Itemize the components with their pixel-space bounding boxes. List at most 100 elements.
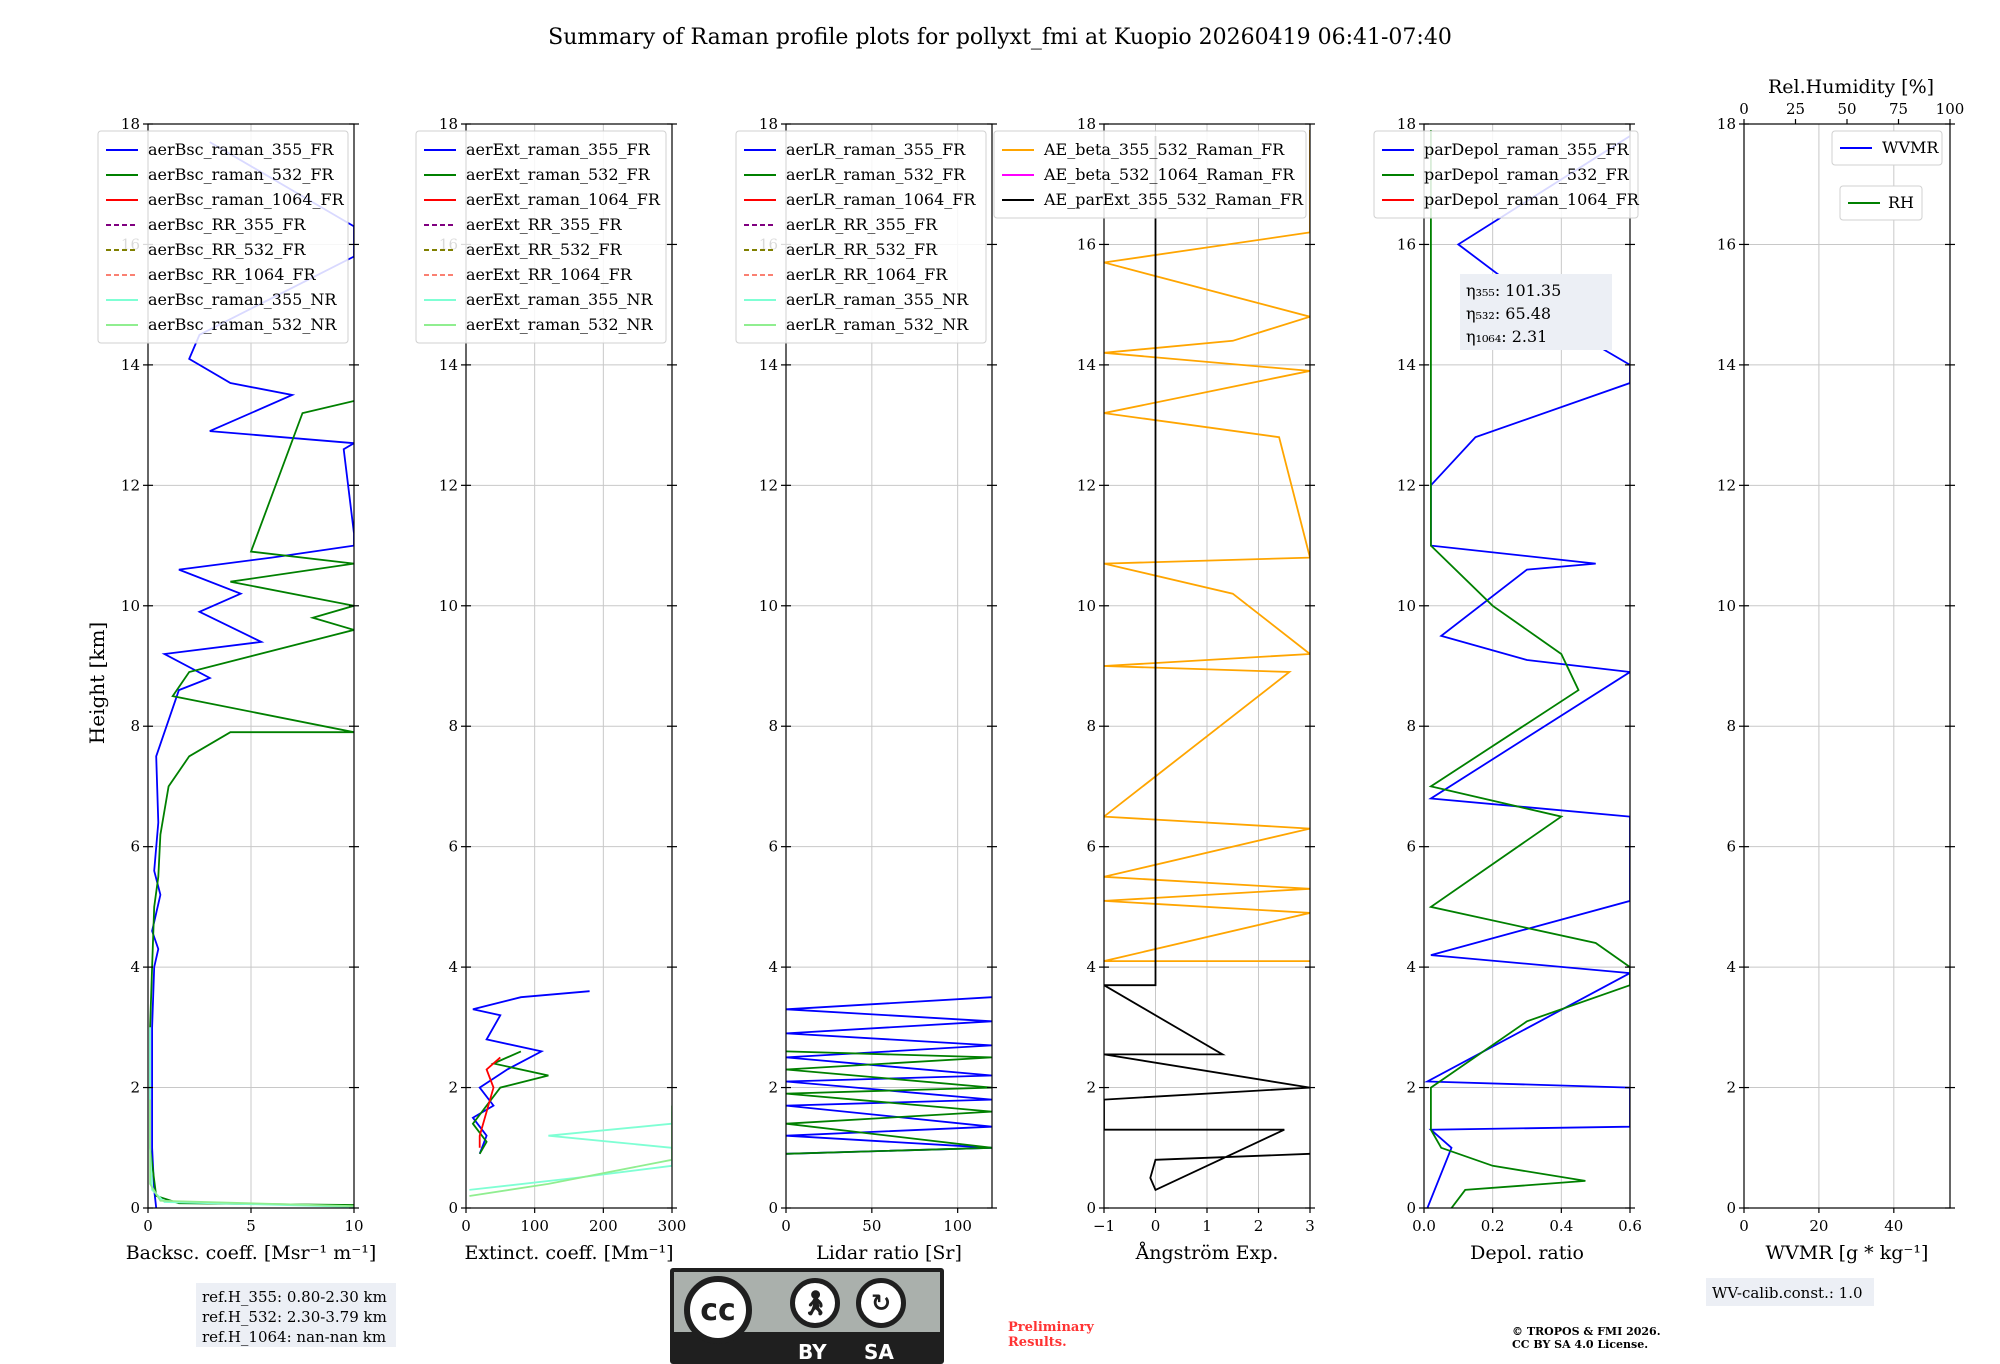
legend-label: aerExt_RR_1064_FR — [466, 265, 633, 284]
y-tick-label: 0 — [130, 1199, 140, 1217]
y-tick-label: 8 — [1726, 717, 1736, 735]
legend-label: aerExt_RR_355_FR — [466, 215, 623, 234]
plot-frame — [1743, 123, 1951, 1209]
series-aerBsc_raman_355_NR — [149, 1027, 354, 1208]
top-axis-label: Rel.Humidity [%] — [1768, 76, 1934, 98]
series-aerBsc_raman_532_NR — [149, 1099, 354, 1208]
legend-label: aerBsc_RR_1064_FR — [148, 265, 317, 284]
legend-label: aerExt_RR_532_FR — [466, 240, 623, 259]
legend-label: RH — [1888, 193, 1914, 212]
y-tick-label: 0 — [448, 1199, 458, 1217]
plot-frame — [1423, 123, 1631, 1209]
x-tick-label: −1 — [1093, 1217, 1115, 1235]
series-group — [786, 996, 992, 1155]
annotation-line: η₁₀₆₄: 2.31 — [1466, 327, 1547, 346]
y-tick-label: 16 — [1397, 235, 1416, 253]
ref-height-355: ref.H_355: 0.80-2.30 km — [202, 1288, 387, 1306]
y-tick-label: 6 — [768, 838, 778, 856]
series-group — [1104, 130, 1310, 1192]
x-tick-label: 0.6 — [1618, 1217, 1642, 1235]
y-tick-label: 6 — [448, 838, 458, 856]
series-aerExt_raman_532_NR — [469, 1105, 672, 1197]
y-tick-label: 12 — [1717, 476, 1736, 494]
x-tick-label: 300 — [658, 1217, 687, 1235]
y-tick-label: 14 — [1077, 356, 1096, 374]
legend-label: aerLR_raman_355_FR — [786, 140, 966, 159]
attribution-person-icon: 🚶︎ — [790, 1278, 840, 1328]
y-tick-label: 18 — [1397, 115, 1416, 133]
x-axis-label: Ångström Exp. — [1135, 1242, 1279, 1264]
y-tick-label: 10 — [121, 597, 140, 615]
series-group — [1424, 130, 1630, 1208]
x-axis-label: WVMR [g * kg⁻¹] — [1766, 1242, 1929, 1264]
y-tick-label: 2 — [448, 1079, 458, 1097]
series-group — [469, 990, 672, 1197]
legend-label: aerExt_raman_532_NR — [466, 315, 654, 334]
y-tick-label: 14 — [121, 356, 140, 374]
y-tick-label: 18 — [1077, 115, 1096, 133]
legend-label: aerExt_raman_355_NR — [466, 290, 654, 309]
y-tick-label: 8 — [1086, 717, 1096, 735]
y-tick-label: 6 — [1086, 838, 1096, 856]
y-axis-label: Height [km] — [85, 622, 109, 744]
legend-label: aerBsc_raman_1064_FR — [148, 190, 345, 209]
legend-label: aerLR_RR_1064_FR — [786, 265, 948, 284]
series-group — [149, 141, 354, 1208]
x-tick-label: 100 — [943, 1217, 972, 1235]
x-tick-label: 0 — [1151, 1217, 1161, 1235]
y-tick-label: 8 — [130, 717, 140, 735]
y-tick-label: 14 — [1397, 356, 1416, 374]
y-tick-label: 14 — [439, 356, 458, 374]
y-tick-label: 12 — [121, 476, 140, 494]
y-tick-label: 4 — [130, 958, 140, 976]
badge-by-label: BY — [798, 1340, 827, 1364]
panel-backscatter: 0246810121416180510Backsc. coeff. [Msr⁻¹… — [97, 115, 376, 1264]
x-tick-label: 50 — [862, 1217, 881, 1235]
legend-label: AE_beta_355_532_Raman_FR — [1043, 140, 1285, 159]
legend-label: AE_parExt_355_532_Raman_FR — [1043, 190, 1304, 209]
share-alike-icon: ↻ — [856, 1278, 906, 1328]
legend: aerExt_raman_355_FR aerExt_raman_532_FRae… — [415, 130, 667, 344]
y-tick-label: 2 — [1406, 1079, 1416, 1097]
badge-sa-label: SA — [864, 1340, 894, 1364]
legend-label: aerLR_raman_532_FR — [786, 165, 966, 184]
legend-label: parDepol_raman_355_FR — [1424, 140, 1630, 159]
y-tick-label: 10 — [1077, 597, 1096, 615]
legend-label: aerBsc_raman_355_NR — [148, 290, 337, 309]
x-tick-label: 2 — [1254, 1217, 1264, 1235]
legend-frame — [735, 130, 987, 344]
top-x-tick-label: 100 — [1936, 100, 1965, 118]
y-tick-label: 2 — [1726, 1079, 1736, 1097]
panel-lidar-ratio: 024681012141618050100Lidar ratio [Sr]aer… — [735, 115, 997, 1264]
series-aerBsc_raman_355_FR — [151, 141, 354, 1208]
cc-license-badge: cc 🚶︎ ↻ BY SA — [670, 1268, 944, 1364]
legend-label: aerLR_raman_1064_FR — [786, 190, 976, 209]
legend-label: aerBsc_RR_532_FR — [148, 240, 306, 259]
y-tick-label: 18 — [759, 115, 778, 133]
series-parDepol_raman_532_FR — [1428, 130, 1630, 1208]
legend-rh: RH — [1839, 185, 1923, 221]
x-tick-label: 10 — [344, 1217, 363, 1235]
x-tick-label: 0.2 — [1481, 1217, 1505, 1235]
legend-label: aerLR_raman_355_NR — [786, 290, 969, 309]
legend-frame — [415, 130, 667, 344]
legend-label: aerLR_RR_355_FR — [786, 215, 938, 234]
y-tick-label: 12 — [439, 476, 458, 494]
y-tick-label: 4 — [1726, 958, 1736, 976]
y-tick-label: 10 — [759, 597, 778, 615]
x-tick-label: 0.4 — [1549, 1217, 1573, 1235]
x-tick-label: 100 — [520, 1217, 549, 1235]
y-tick-label: 4 — [1406, 958, 1416, 976]
annotation-line: η₃₅₅: 101.35 — [1466, 281, 1561, 300]
x-tick-label: 200 — [589, 1217, 618, 1235]
x-tick-label: 0.0 — [1412, 1217, 1436, 1235]
series-aerLR_raman_355_FR — [786, 996, 992, 1155]
x-axis-label: Depol. ratio — [1470, 1242, 1584, 1264]
y-tick-label: 10 — [1397, 597, 1416, 615]
y-tick-label: 16 — [1717, 235, 1736, 253]
figure-title: Summary of Raman profile plots for polly… — [548, 25, 1452, 50]
y-tick-label: 12 — [759, 476, 778, 494]
y-tick-label: 12 — [1077, 476, 1096, 494]
series-aerLR_raman_532_FR — [786, 1050, 992, 1155]
